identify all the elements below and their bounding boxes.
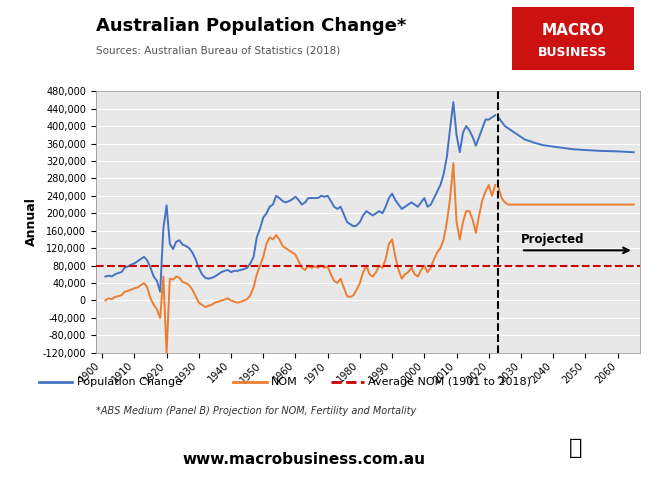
- Text: Australian Population Change*: Australian Population Change*: [96, 17, 406, 35]
- Text: Population Change: Population Change: [77, 377, 182, 387]
- Y-axis label: Annual: Annual: [25, 198, 38, 246]
- Text: BUSINESS: BUSINESS: [538, 46, 607, 59]
- Text: Projected: Projected: [521, 233, 585, 246]
- Text: NOM: NOM: [271, 377, 298, 387]
- Text: MACRO: MACRO: [541, 23, 604, 38]
- Text: Average NOM (1901 to 2018): Average NOM (1901 to 2018): [368, 377, 531, 387]
- Text: Sources: Australian Bureau of Statistics (2018): Sources: Australian Bureau of Statistics…: [96, 46, 340, 56]
- Text: 🐺: 🐺: [569, 438, 583, 457]
- Text: *ABS Medium (Panel B) Projection for NOM, Fertility and Mortality: *ABS Medium (Panel B) Projection for NOM…: [96, 406, 416, 416]
- Text: www.macrobusiness.com.au: www.macrobusiness.com.au: [182, 452, 425, 467]
